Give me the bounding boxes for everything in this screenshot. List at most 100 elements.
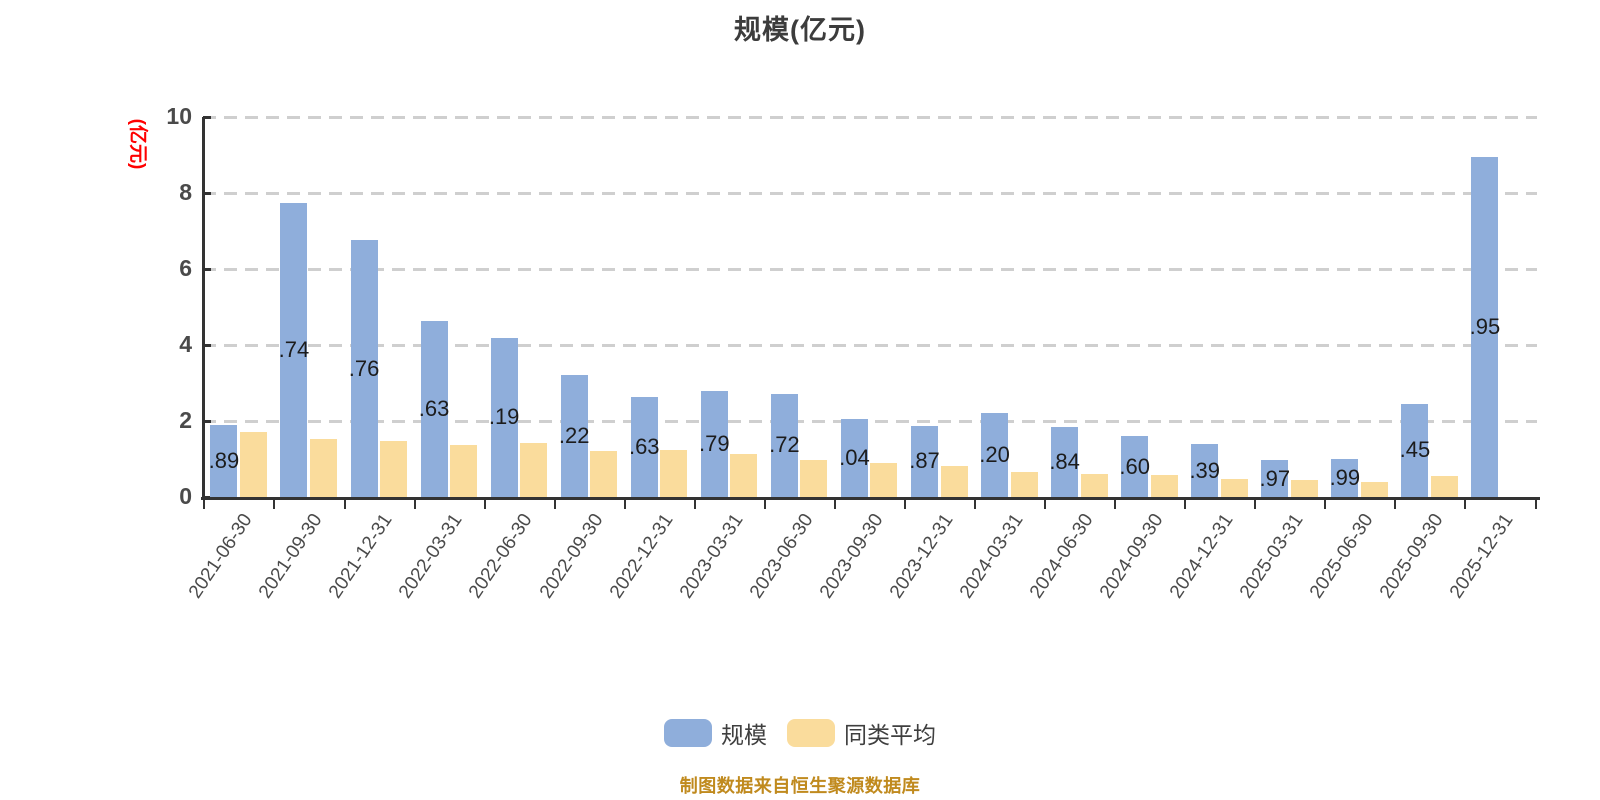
bar-peer-average[interactable]	[450, 444, 478, 497]
bar-peer-average[interactable]	[1080, 474, 1108, 497]
x-tick	[343, 500, 346, 509]
x-tick	[1114, 500, 1117, 509]
bar-label: .72	[769, 432, 800, 458]
bar-scale[interactable]	[1471, 156, 1499, 497]
source-note: 制图数据来自恒生聚源数据库	[679, 776, 921, 796]
x-tick	[693, 500, 696, 509]
bar-scale[interactable]	[420, 321, 448, 497]
bar-scale[interactable]	[490, 337, 518, 497]
y-tick-label: 2	[179, 407, 192, 433]
x-axis-label: 2025-03-31	[1235, 510, 1308, 603]
bar-peer-average[interactable]	[520, 443, 548, 497]
legend-item-scale[interactable]: 规模	[664, 716, 767, 750]
bar-scale[interactable]	[981, 413, 1009, 497]
x-axis-label: 2024-03-31	[955, 510, 1028, 603]
bar-label: .63	[418, 396, 450, 422]
x-axis-label: 2021-06-30	[185, 510, 257, 603]
bar-scale[interactable]	[210, 425, 238, 497]
bar-scale[interactable]	[911, 425, 938, 497]
x-axis-label: 2023-03-31	[675, 510, 748, 603]
x-axis-label: 2022-09-30	[535, 510, 608, 603]
x-axis-label: 2025-09-30	[1376, 510, 1448, 603]
bar-scale[interactable]	[1051, 427, 1079, 497]
bar-label: .20	[979, 442, 1010, 468]
x-tick	[1254, 500, 1257, 509]
bar-label: .76	[348, 355, 380, 381]
x-tick	[273, 500, 276, 509]
bar-peer-average[interactable]	[1360, 481, 1388, 497]
x-axis-label: 2024-09-30	[1095, 510, 1168, 603]
x-tick	[1464, 500, 1467, 509]
bar-peer-average[interactable]	[1150, 475, 1178, 497]
y-tick	[203, 192, 211, 195]
x-tick	[1044, 500, 1047, 509]
x-tick	[974, 500, 977, 509]
bar-peer-average[interactable]	[730, 454, 758, 497]
x-tick	[763, 500, 766, 509]
bar-scale[interactable]	[350, 240, 378, 497]
bar-scale[interactable]	[280, 202, 308, 497]
x-tick	[1184, 500, 1187, 509]
bar-scale[interactable]	[1261, 460, 1289, 497]
bar-label: .89	[208, 448, 240, 474]
gridline	[203, 420, 1537, 423]
bar-peer-average[interactable]	[1220, 478, 1248, 497]
bar-peer-average[interactable]	[940, 466, 968, 497]
bar-peer-average[interactable]	[1430, 476, 1458, 497]
x-axis-label: 2023-06-30	[745, 510, 818, 603]
bar-label: .95	[1469, 313, 1501, 339]
x-tick	[203, 500, 206, 509]
bar-scale[interactable]	[1401, 403, 1429, 497]
bar-peer-average[interactable]	[590, 450, 618, 497]
bar-scale[interactable]	[1191, 444, 1219, 497]
bar-peer-average[interactable]	[380, 441, 408, 497]
bar-scale[interactable]	[630, 397, 658, 497]
x-axis-label: 2023-09-30	[815, 510, 888, 603]
legend-item-peer-average[interactable]: 同类平均	[787, 716, 936, 750]
bar-label: .63	[628, 434, 660, 460]
x-axis-label: 2024-12-31	[1165, 510, 1238, 603]
gridline	[203, 268, 1537, 271]
y-tick	[203, 344, 211, 347]
scale-legend-swatch	[664, 719, 712, 747]
bar-peer-average[interactable]	[309, 439, 337, 497]
bar-peer-average[interactable]	[870, 463, 898, 497]
legend: 规模 同类平均	[0, 716, 1600, 750]
bar-peer-average[interactable]	[660, 449, 688, 497]
y-tick-label: 8	[179, 179, 192, 205]
bar-scale[interactable]	[770, 393, 798, 497]
y-tick	[203, 268, 211, 271]
bar-scale[interactable]	[840, 419, 868, 497]
scale-legend-label: 规模	[721, 722, 767, 748]
x-tick	[413, 500, 416, 509]
y-tick	[203, 420, 211, 423]
x-axis-label: 2021-12-31	[325, 510, 397, 603]
bar-scale[interactable]	[1331, 459, 1359, 497]
x-axis-label: 2022-12-31	[605, 510, 678, 603]
x-tick	[553, 500, 556, 509]
bar-label: .99	[1329, 465, 1361, 491]
x-axis-label: 2025-06-30	[1306, 510, 1378, 603]
y-tick-label: 0	[179, 483, 192, 509]
x-axis-label: 2022-06-30	[465, 510, 538, 603]
y-tick	[203, 116, 211, 119]
bar-label: .84	[1049, 449, 1080, 475]
bar-label: .45	[1399, 437, 1431, 463]
bar-label: .87	[909, 448, 940, 474]
x-tick	[623, 500, 626, 509]
bar-peer-average[interactable]	[800, 460, 828, 497]
y-tick-label: 6	[179, 255, 192, 281]
bar-scale[interactable]	[560, 374, 588, 497]
bar-peer-average[interactable]	[1290, 480, 1318, 497]
x-tick	[833, 500, 836, 509]
x-axis-label: 2023-12-31	[885, 510, 958, 603]
bar-peer-average[interactable]	[239, 432, 267, 497]
bar-peer-average[interactable]	[1010, 472, 1038, 497]
y-tick-label: 4	[179, 331, 192, 357]
bar-scale[interactable]	[700, 390, 728, 497]
x-tick	[1324, 500, 1327, 509]
bar-scale[interactable]	[1121, 436, 1149, 497]
bar-label: .19	[488, 404, 520, 430]
y-tick-label: 10	[166, 103, 192, 129]
